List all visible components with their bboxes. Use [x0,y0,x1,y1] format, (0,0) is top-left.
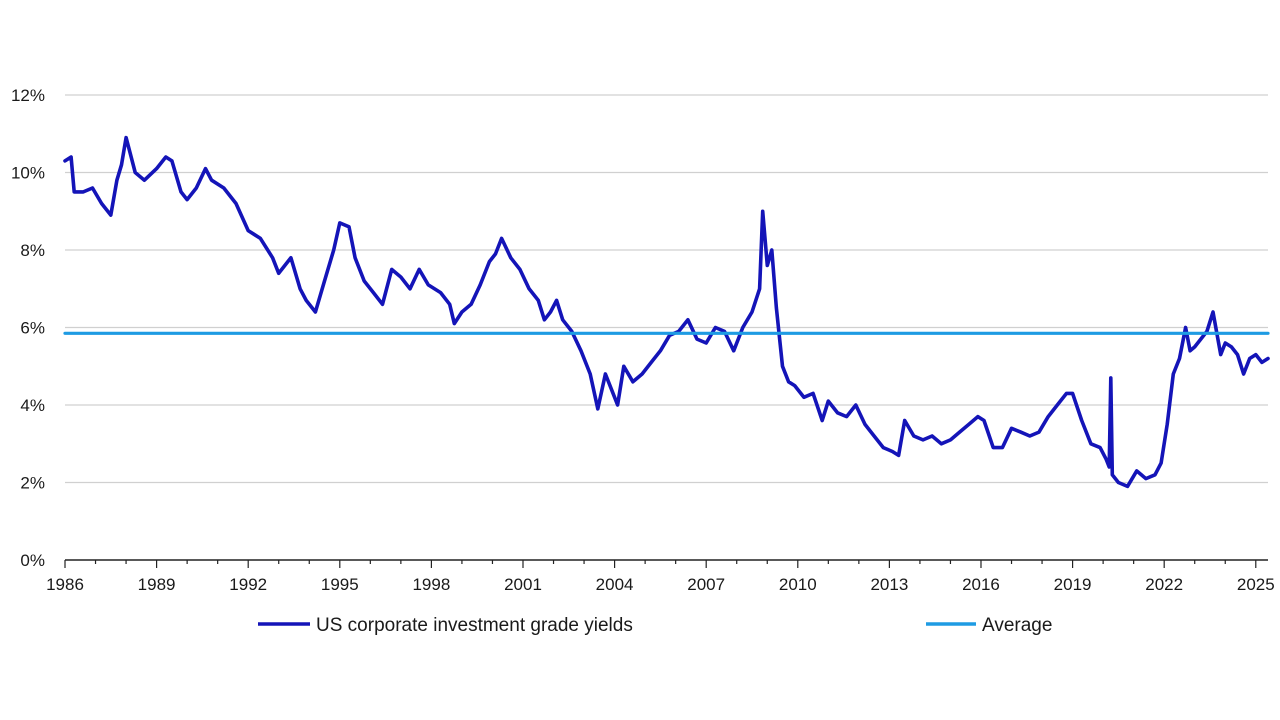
y-tick-label: 4% [20,396,45,415]
y-tick-label: 0% [20,551,45,570]
x-tick-label: 2019 [1054,575,1092,594]
legend-label-yields: US corporate investment grade yields [316,615,633,636]
series-line-yields [63,135,1270,489]
x-tick-label: 1986 [46,575,84,594]
x-tick-label: 2022 [1145,575,1183,594]
series-layer [63,135,1270,489]
y-tick-label: 12% [11,86,45,105]
x-tick-label: 2025 [1237,575,1275,594]
y-tick-label: 10% [11,164,45,183]
x-tick-label: 2001 [504,575,542,594]
legend: US corporate investment grade yields Ave… [258,615,1052,636]
y-tick-label: 8% [20,241,45,260]
grid-layer [65,94,1268,484]
x-tick-label: 1992 [229,575,267,594]
x-tick-label: 1998 [412,575,450,594]
x-tick-label: 1995 [321,575,359,594]
x-tick-label: 2004 [596,575,634,594]
x-tick-label: 1989 [138,575,176,594]
x-tick-label: 2016 [962,575,1000,594]
axis-layer: 0% 2% 4% 6% 8% 10% 12% 1986 1989 1992 1995 1998 2001… [11,86,1275,594]
x-tick-label: 2010 [779,575,817,594]
x-tick-label: 2007 [687,575,725,594]
legend-label-average: Average [982,615,1052,636]
y-tick-label: 6% [20,319,45,338]
x-tick-label: 2013 [870,575,908,594]
y-tick-label: 2% [20,474,45,493]
